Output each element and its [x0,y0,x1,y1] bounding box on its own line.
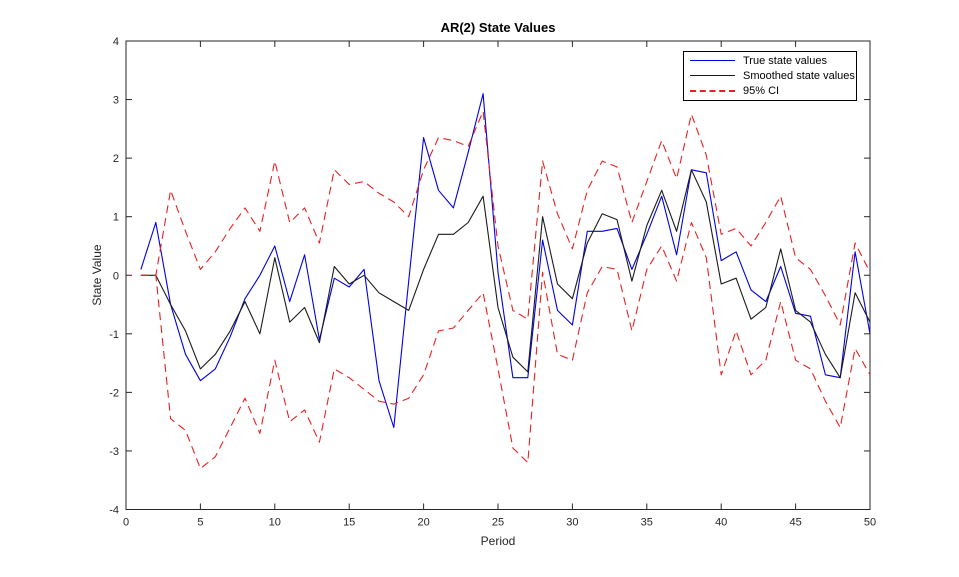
x-axis-label: Period [480,534,516,548]
x-tick-label: 15 [343,517,355,529]
y-tick-label: -2 [109,387,119,399]
y-tick-label: -1 [109,329,119,341]
legend-label-smoothed: Smoothed state values [743,69,855,82]
x-tick-label: 25 [492,517,504,529]
x-tick-label: 45 [789,517,801,529]
y-tick-label: 0 [113,270,119,282]
x-tick-label: 10 [269,517,281,529]
y-tick-label: -3 [109,446,119,458]
ci-lower-line [140,221,871,470]
legend-label-true: True state values [743,54,827,67]
x-tick-label: 40 [715,517,727,529]
x-tick-label: 35 [641,517,653,529]
x-tick-label: 0 [123,517,129,529]
x-tick-label: 20 [417,517,429,529]
true-state-line [140,93,871,429]
legend: True state values Smoothed state values … [683,51,857,101]
y-tick-label: -4 [109,505,119,517]
legend-item-true-state: True state values [684,53,856,68]
x-tick-label: 5 [197,517,203,529]
y-tick-label: 1 [113,212,119,224]
legend-line-sample-smoothed [690,75,735,77]
y-tick-label: 4 [113,36,119,48]
legend-line-sample-ci [690,90,735,93]
smoothed-state-line [140,169,871,379]
legend-line-sample-true [690,60,735,62]
legend-item-smoothed-state: Smoothed state values [684,68,856,83]
chart-title: AR(2) State Values [440,20,556,35]
legend-item-ci: 95% CI [684,84,856,99]
legend-label-ci: 95% CI [743,85,780,98]
y-tick-label: 2 [113,153,119,165]
y-axis-label: State Value [90,244,104,306]
y-tick-label: 3 [113,95,119,107]
ci-upper-line [140,110,871,326]
x-tick-label: 30 [566,517,578,529]
x-tick-label: 50 [864,517,876,529]
